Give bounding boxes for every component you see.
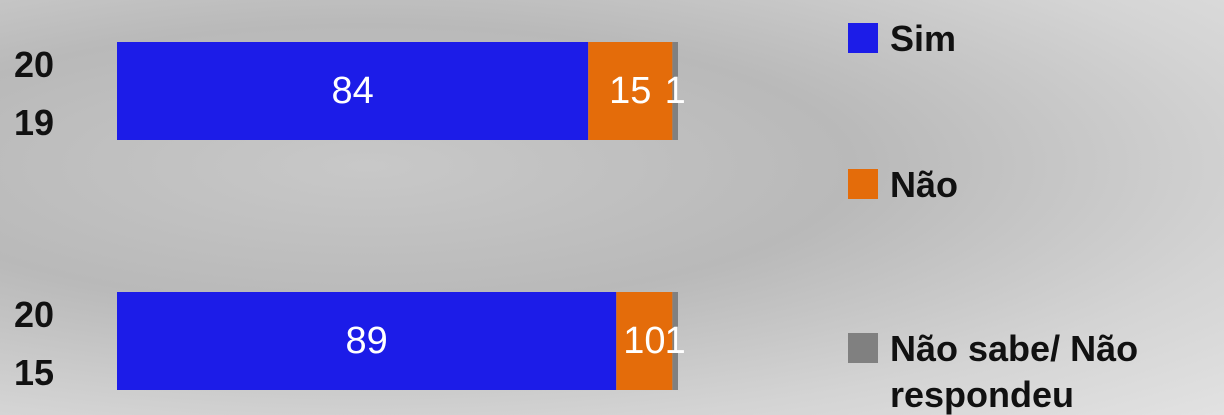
value-label: 89 xyxy=(346,320,388,362)
value-label: 15 xyxy=(609,70,651,112)
chart: 8415189101 20192015SimNãoNão sabe/ Não r… xyxy=(0,0,1224,415)
legend-label: Não sabe/ Não respondeu xyxy=(890,326,1220,415)
category-label: 2019 xyxy=(14,36,62,152)
legend-item: Sim xyxy=(848,16,1220,62)
value-label: 10 xyxy=(623,320,665,362)
legend-swatch xyxy=(848,169,878,199)
category-label: 2015 xyxy=(14,286,62,402)
value-label: 1 xyxy=(665,320,686,362)
value-label: 1 xyxy=(665,70,686,112)
legend-item: Não xyxy=(848,162,1220,208)
legend-swatch xyxy=(848,333,878,363)
legend-label: Não xyxy=(890,162,1220,208)
legend-label: Sim xyxy=(890,16,1220,62)
legend-swatch xyxy=(848,23,878,53)
value-label: 84 xyxy=(331,70,373,112)
legend-item: Não sabe/ Não respondeu xyxy=(848,326,1220,415)
